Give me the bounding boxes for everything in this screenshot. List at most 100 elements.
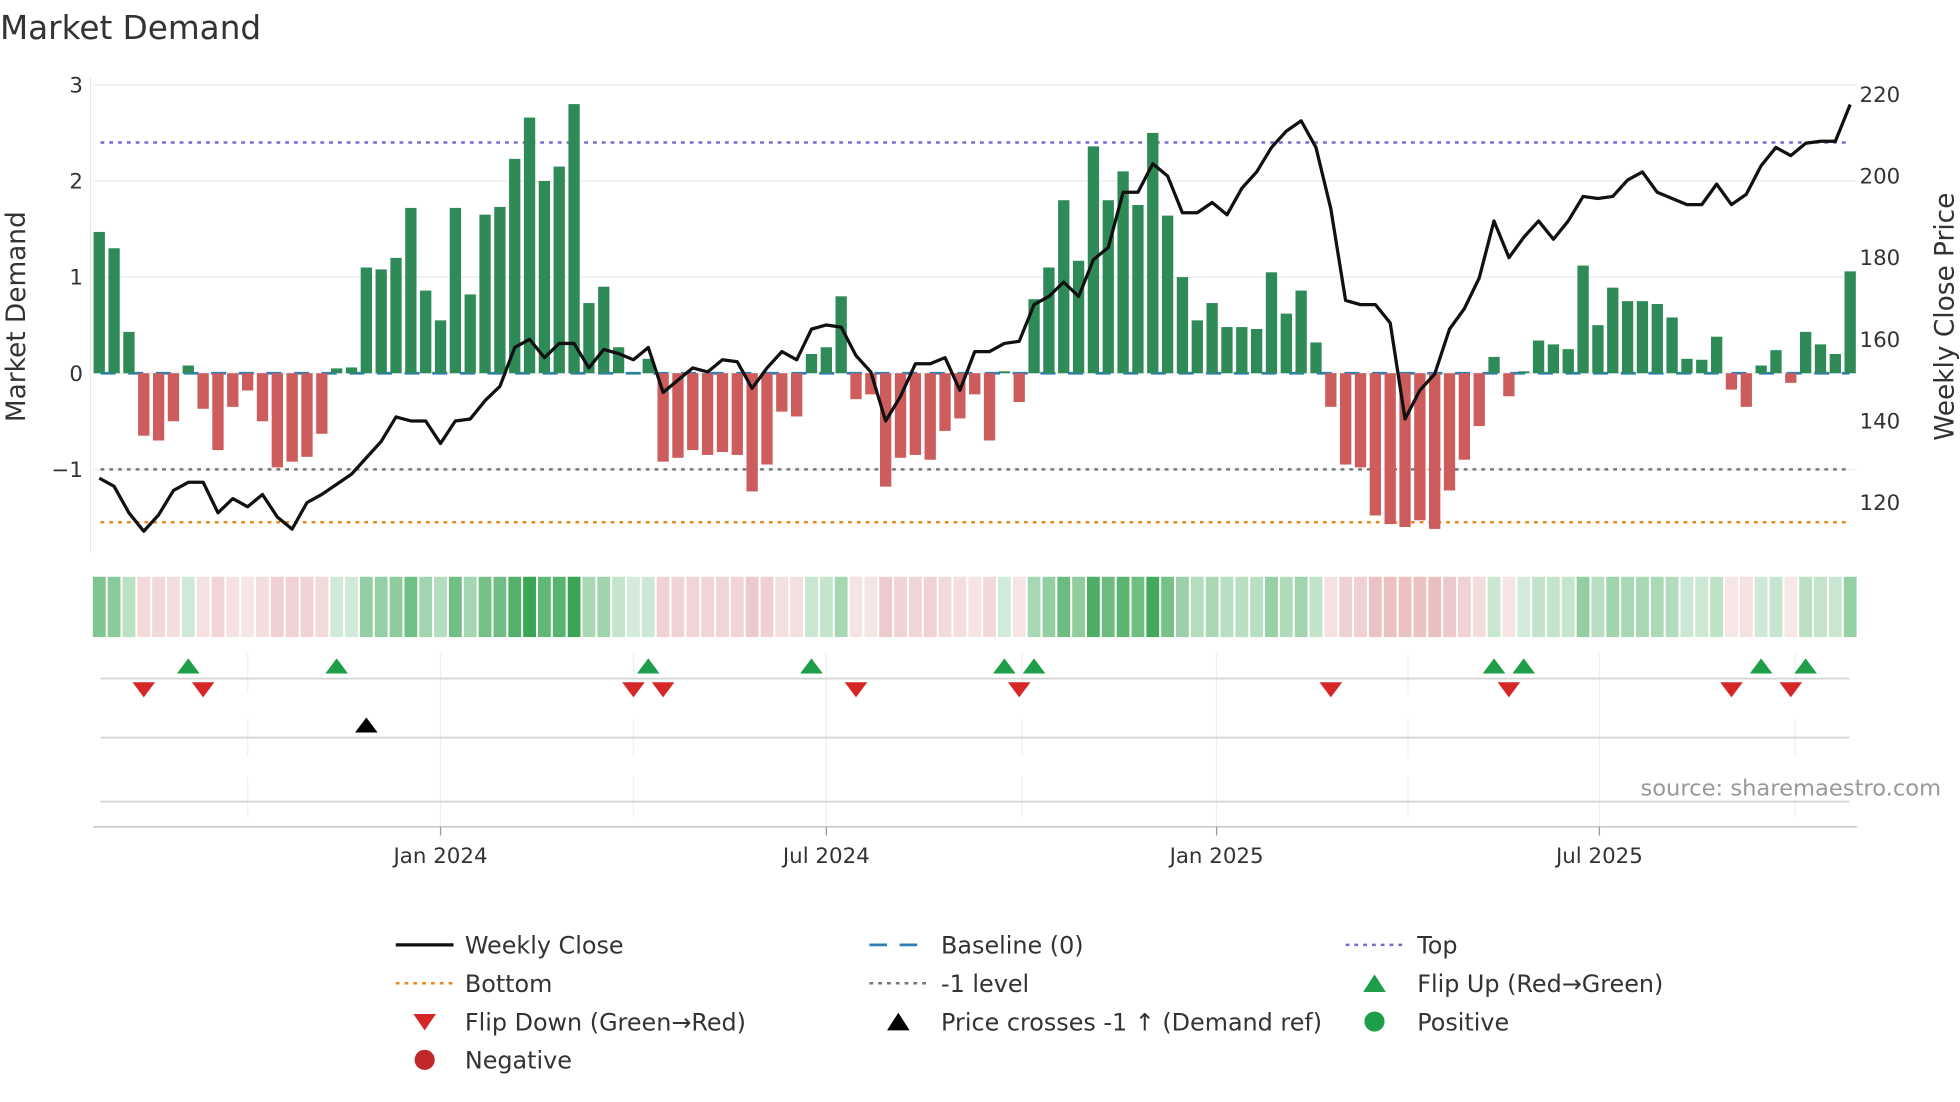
demand-bar — [1473, 373, 1485, 427]
heat-cell — [1472, 576, 1486, 638]
heat-cell — [359, 576, 373, 638]
heat-cell — [1072, 576, 1085, 638]
demand-bar — [316, 373, 328, 434]
demand-heat-strip — [92, 576, 1857, 638]
y-left-tick-label: 1 — [69, 266, 83, 291]
flip-down-marker — [132, 682, 156, 698]
demand-bar — [850, 373, 862, 400]
demand-bar — [479, 214, 491, 374]
demand-bar — [835, 296, 847, 374]
y-right-tick-label: 200 — [1859, 165, 1900, 190]
heat-cell — [805, 576, 818, 638]
heat-cell — [864, 576, 878, 638]
legend-label: Negative — [465, 1047, 572, 1075]
flip-up-marker — [1512, 658, 1536, 674]
demand-bars — [93, 104, 1856, 529]
demand-bar — [1117, 171, 1129, 374]
heat-cell — [1636, 576, 1649, 638]
flip-down-marker — [1779, 682, 1803, 698]
heat-cell — [997, 576, 1011, 638]
demand-bar — [1458, 373, 1471, 460]
heat-cell — [1591, 576, 1605, 638]
demand-bar — [1547, 344, 1560, 374]
demand-bar — [331, 368, 343, 374]
demand-bar — [167, 373, 180, 422]
legend-label: Weekly Close — [465, 932, 624, 960]
heat-cell — [983, 576, 996, 638]
demand-bar — [598, 286, 610, 374]
y-right-tick-label: 120 — [1859, 491, 1900, 516]
demand-bar — [360, 267, 372, 374]
demand-bar — [1280, 313, 1292, 374]
demand-bar — [1161, 215, 1174, 374]
heat-cell — [463, 576, 477, 638]
flip-down-marker — [651, 682, 675, 698]
heat-cell — [1205, 576, 1219, 638]
demand-bar — [405, 207, 417, 374]
demand-bar — [1310, 342, 1322, 374]
heat-cell — [434, 576, 447, 638]
demand-bar — [1058, 200, 1070, 374]
demand-bar — [1844, 271, 1856, 374]
heat-cell — [894, 576, 907, 638]
flip-up-marker — [1482, 658, 1506, 674]
legend-label: Positive — [1417, 1008, 1509, 1036]
demand-bar — [1176, 277, 1189, 374]
legend-icon-flip-up-red-green — [1363, 974, 1386, 992]
heat-cell — [419, 576, 433, 638]
demand-bar — [1132, 205, 1144, 374]
demand-bar — [1414, 373, 1426, 521]
flip-down-marker — [191, 682, 215, 698]
heat-cell — [1116, 576, 1130, 638]
heat-cell — [1828, 576, 1842, 638]
demand-bar — [716, 373, 729, 453]
demand-bar — [1072, 260, 1085, 374]
demand-bar — [1829, 353, 1841, 374]
x-tick-label: Jul 2024 — [781, 844, 870, 869]
demand-bar — [1651, 304, 1663, 374]
demand-bar — [1814, 344, 1827, 374]
demand-bar — [687, 373, 699, 451]
heat-cell — [1843, 576, 1857, 638]
heat-cell — [523, 576, 536, 638]
demand-bar — [657, 373, 669, 462]
demand-bar — [776, 373, 788, 412]
demand-bar — [494, 206, 506, 374]
flip-down-marker — [844, 682, 868, 698]
heat-cell — [879, 576, 893, 638]
demand-bar — [983, 373, 996, 441]
demand-bar — [1340, 373, 1352, 465]
demand-bar — [1147, 132, 1159, 374]
demand-bar — [271, 373, 283, 468]
demand-bar — [939, 373, 951, 431]
demand-bar — [1607, 287, 1619, 374]
heat-cell — [1814, 576, 1827, 638]
heat-cell — [1576, 576, 1590, 638]
demand-bar — [123, 331, 135, 374]
demand-bar — [672, 373, 684, 458]
heat-cell — [226, 576, 240, 638]
heat-cell — [1220, 576, 1234, 638]
heat-cell — [1161, 576, 1175, 638]
demand-bar — [998, 371, 1011, 374]
heat-cell — [745, 576, 759, 638]
demand-bar — [538, 180, 551, 374]
demand-bar — [642, 358, 654, 374]
heat-cell — [167, 576, 180, 638]
demand-bar — [805, 353, 818, 374]
flip-up-marker — [1022, 658, 1046, 674]
heat-cell — [1398, 576, 1412, 638]
heat-cell — [1012, 576, 1026, 638]
grid — [89, 77, 1857, 828]
demand-bar — [1666, 317, 1678, 374]
heat-cell — [1383, 576, 1397, 638]
heat-cell — [1799, 576, 1813, 638]
flip-up-marker — [800, 658, 823, 674]
flip-up-marker — [325, 658, 348, 674]
demand-bar — [924, 373, 936, 460]
demand-bar — [1725, 373, 1738, 390]
heat-cell — [1027, 576, 1041, 638]
heat-cell — [1279, 576, 1293, 638]
flip-up-marker — [1794, 658, 1817, 674]
